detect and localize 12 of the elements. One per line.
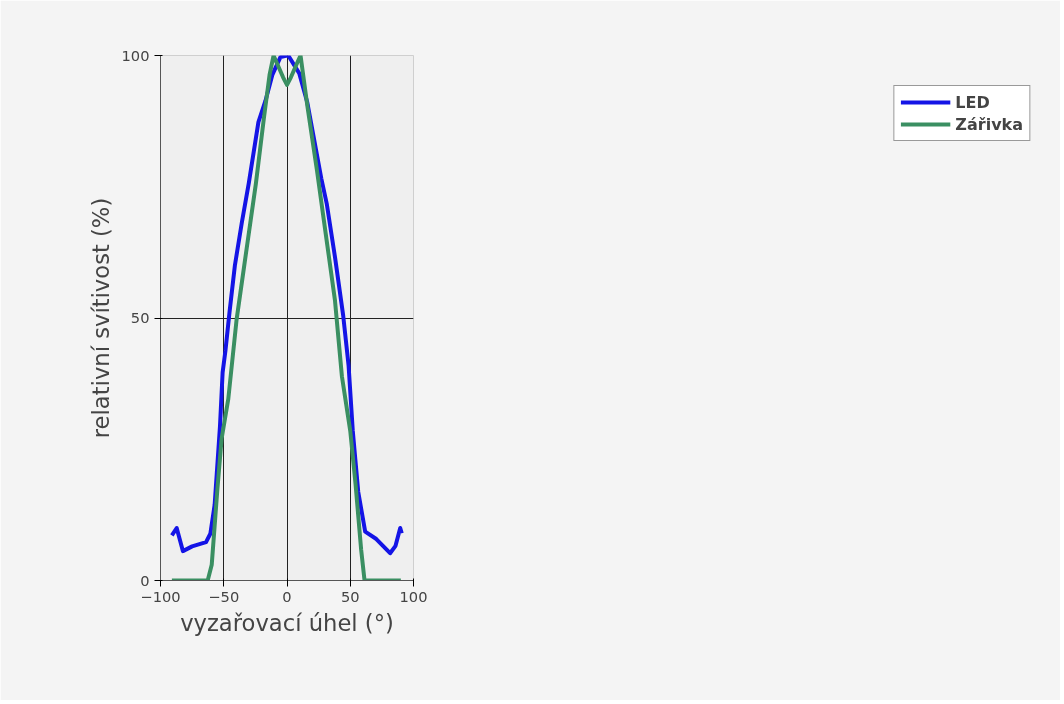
legend-label: Zářivka <box>955 114 1023 134</box>
y-tick-label: 50 <box>130 309 150 326</box>
x-tick-label: −100 <box>140 587 181 605</box>
y-tick-label: 0 <box>140 571 150 589</box>
x-tick-label: 0 <box>282 587 292 605</box>
legend-label: LED <box>955 92 990 112</box>
x-tick-label: 50 <box>340 587 360 605</box>
x-tick-label: 100 <box>399 587 428 605</box>
y-axis-title: relativní svítivost (%) <box>87 197 114 439</box>
x-tick-label: −50 <box>208 587 240 605</box>
x-axis-title: vyzařovací úhel (°) <box>180 609 394 636</box>
y-tick-label: 100 <box>121 46 150 64</box>
